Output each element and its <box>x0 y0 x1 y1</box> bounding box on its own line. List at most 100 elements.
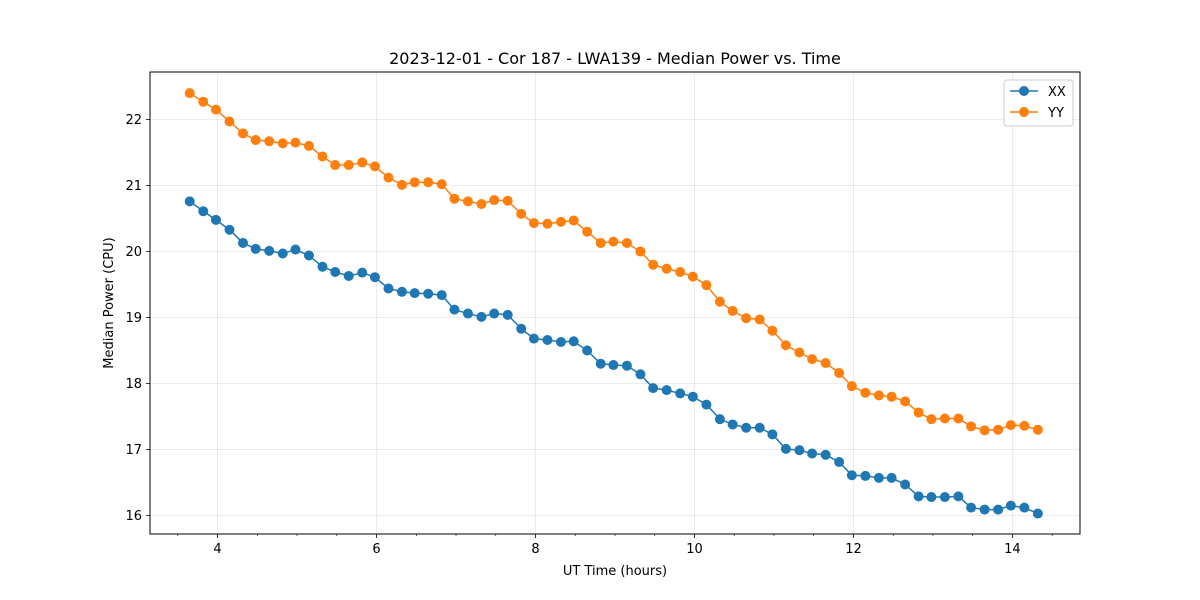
legend-label-xx: XX <box>1048 85 1066 100</box>
data-point-xx <box>436 290 447 301</box>
data-point-yy <box>343 160 354 171</box>
data-point-yy <box>568 215 579 226</box>
series-lines <box>184 88 1043 519</box>
legend-label-yy: YY <box>1047 106 1064 121</box>
data-point-xx <box>913 491 924 502</box>
data-point-yy <box>330 160 341 171</box>
data-point-xx <box>1005 500 1016 511</box>
data-point-xx <box>224 224 235 235</box>
data-point-yy <box>846 381 857 392</box>
y-tick-label: 16 <box>125 509 142 524</box>
data-point-xx <box>369 272 380 283</box>
data-point-yy <box>873 390 884 401</box>
data-point-yy <box>369 161 380 172</box>
data-point-yy <box>250 134 261 145</box>
data-point-yy <box>900 396 911 407</box>
x-tick-label: 12 <box>845 542 862 557</box>
data-point-yy <box>794 347 805 358</box>
data-point-yy <box>436 179 447 190</box>
data-point-yy <box>449 193 460 204</box>
data-point-yy <box>953 413 964 424</box>
data-point-yy <box>675 266 686 277</box>
data-point-yy <box>635 246 646 257</box>
data-point-xx <box>409 288 420 299</box>
data-point-yy <box>224 116 235 127</box>
data-point-yy <box>926 414 937 425</box>
data-point-xx <box>303 250 314 261</box>
data-point-yy <box>780 340 791 351</box>
data-point-xx <box>357 267 368 278</box>
data-point-yy <box>979 425 990 436</box>
x-axis-ticks: 4 6 8 10 12 14 <box>213 534 1021 557</box>
plot-frame <box>149 71 1081 535</box>
data-point-xx <box>476 311 487 322</box>
data-point-yy <box>1032 424 1043 435</box>
data-point-xx <box>741 422 752 433</box>
data-point-yy <box>290 137 301 148</box>
data-point-xx <box>635 369 646 380</box>
data-point-yy <box>701 280 712 291</box>
data-point-xx <box>675 388 686 399</box>
data-point-xx <box>555 336 566 347</box>
data-point-xx <box>264 245 275 256</box>
data-point-yy <box>807 354 818 365</box>
data-point-yy <box>608 236 619 247</box>
data-point-xx <box>489 308 500 319</box>
data-point-xx <box>767 429 778 440</box>
y-tick-label: 19 <box>125 311 142 326</box>
data-point-yy <box>913 407 924 418</box>
data-point-yy <box>661 263 672 274</box>
data-point-xx <box>462 308 473 319</box>
data-point-yy <box>741 313 752 324</box>
data-point-xx <box>528 333 539 344</box>
data-point-yy <box>462 196 473 207</box>
data-point-xx <box>317 261 328 272</box>
data-point-xx <box>516 323 527 334</box>
data-point-yy <box>1019 420 1030 431</box>
data-point-yy <box>502 195 513 206</box>
x-tick-label: 8 <box>531 542 539 557</box>
data-point-xx <box>846 470 857 481</box>
data-point-xx <box>926 492 937 503</box>
legend: XX YY <box>1003 79 1074 127</box>
data-point-yy <box>198 96 209 107</box>
data-point-yy <box>754 314 765 325</box>
data-point-yy <box>834 367 845 378</box>
series-xx <box>184 196 1043 519</box>
data-point-xx <box>939 492 950 503</box>
data-point-yy <box>423 177 434 188</box>
data-point-yy <box>409 177 420 188</box>
data-point-yy <box>1005 420 1016 431</box>
data-point-xx <box>873 472 884 483</box>
data-point-xx <box>1032 508 1043 519</box>
data-point-xx <box>993 504 1004 515</box>
data-point-xx <box>648 383 659 394</box>
data-point-yy <box>184 88 195 99</box>
data-point-yy <box>767 325 778 336</box>
data-point-xx <box>396 286 407 297</box>
data-point-xx <box>198 206 209 217</box>
data-point-xx <box>568 336 579 347</box>
data-point-xx <box>794 445 805 456</box>
data-point-xx <box>238 237 248 248</box>
data-point-xx <box>542 334 553 345</box>
data-point-yy <box>317 151 328 162</box>
data-point-yy <box>396 179 407 190</box>
data-point-xx <box>330 266 341 277</box>
data-point-yy <box>238 128 248 139</box>
data-point-yy <box>210 104 221 115</box>
y-tick-label: 17 <box>125 443 142 458</box>
x-axis-label: UT Time (hours) <box>563 564 667 579</box>
data-point-xx <box>687 391 698 402</box>
data-point-xx <box>701 399 712 410</box>
data-point-yy <box>648 259 659 270</box>
data-point-xx <box>966 502 977 513</box>
data-point-xx <box>595 358 606 369</box>
data-point-yy <box>383 172 394 183</box>
data-point-xx <box>886 472 897 483</box>
data-point-xx <box>727 419 738 430</box>
data-point-xx <box>250 243 261 254</box>
data-point-yy <box>528 218 539 229</box>
data-point-xx <box>807 448 818 459</box>
